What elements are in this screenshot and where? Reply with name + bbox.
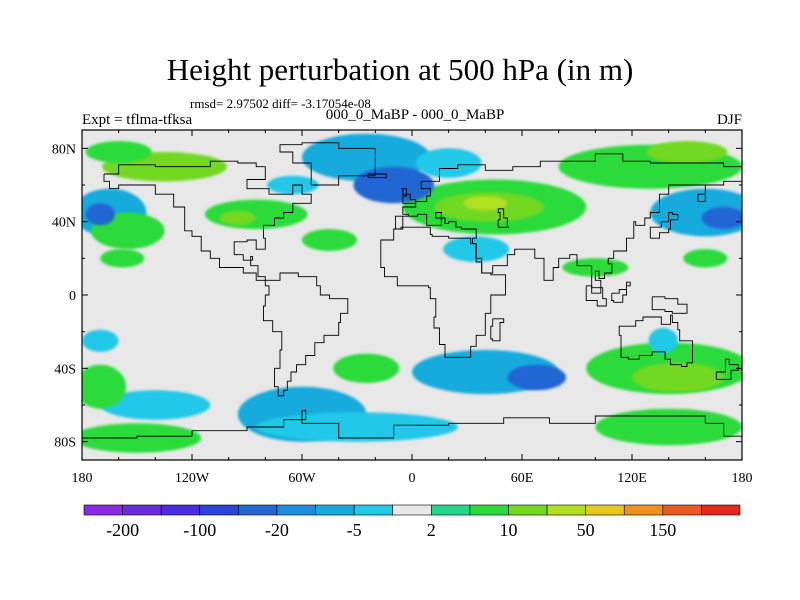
coastline-borneo	[611, 281, 631, 303]
contour-region	[82, 364, 126, 409]
x-tick-label: 120W	[175, 471, 210, 486]
colorbar: -200 -100 -20 -5 2 10 50 150	[83, 504, 741, 540]
axis-ticks: 180 120W 60W 0 60E 120E 180 80N 40N 0 40S 80S	[52, 130, 753, 486]
y-tick-label: 80S	[54, 436, 76, 451]
contour-region	[632, 362, 724, 393]
y-tick-label: 40N	[52, 216, 76, 231]
colorbar-swatch	[238, 504, 278, 516]
colorbar-swatch	[199, 504, 239, 516]
contour-region	[507, 364, 566, 391]
x-tick-label: 180	[732, 471, 753, 486]
colorbar-label: 10	[500, 520, 518, 540]
rmsd-diff-stats: rmsd= 2.97502 diff= -3.17054e-08	[190, 96, 371, 111]
coastline-north-america	[103, 160, 312, 281]
coastline-japan	[649, 212, 679, 239]
contour-region	[219, 210, 257, 226]
colorbar-label: -5	[347, 520, 362, 540]
colorbar-swatch	[315, 504, 355, 516]
coastline-antarctica	[82, 410, 742, 439]
colorbar-swatch	[623, 504, 664, 516]
colorbar-swatch	[392, 504, 432, 516]
coastline-australia	[618, 314, 693, 367]
experiment-label: Expt = tflma-tfksa	[82, 112, 193, 128]
contour-region	[595, 408, 742, 446]
colorbar-label: -100	[183, 520, 216, 540]
colorbar-swatch	[276, 504, 316, 516]
colorbar-label: -200	[106, 520, 139, 540]
contour-region	[85, 203, 116, 226]
coastline-africa	[380, 226, 506, 358]
y-tick-label: 0	[69, 289, 76, 304]
chart-title: Height perturbation at 500 hPa (in m)	[166, 52, 634, 87]
colorbar-label: 150	[649, 520, 676, 540]
colorbar-swatch	[430, 504, 471, 516]
colorbar-swatch	[662, 504, 702, 516]
x-tick-label: 120E	[617, 471, 647, 486]
colorbar-label: 50	[577, 520, 595, 540]
contour-region	[463, 196, 508, 211]
contour-region	[333, 353, 400, 383]
coastline-sumatra	[585, 285, 607, 307]
contour-region	[256, 412, 458, 442]
contour-region	[82, 329, 119, 352]
y-tick-label: 80N	[52, 142, 76, 157]
coastline-europe-asia	[393, 153, 742, 294]
colorbar-swatch	[83, 504, 123, 516]
x-tick-label: 60W	[288, 471, 316, 486]
colorbar-swatch	[122, 504, 162, 516]
coastline-new-guinea	[651, 296, 688, 314]
colorbar-label: 2	[427, 520, 436, 540]
colorbar-swatch	[508, 504, 548, 516]
contour-region	[683, 249, 728, 268]
map-plot-area	[81, 129, 743, 461]
x-tick-label: 0	[409, 471, 416, 486]
colorbar-swatch	[701, 504, 741, 516]
colorbar-swatch	[546, 504, 586, 516]
contour-region	[100, 249, 145, 268]
height-perturbation-field	[82, 133, 742, 453]
contour-region	[353, 166, 435, 204]
colorbar-swatch	[585, 504, 625, 516]
x-tick-label: 60E	[511, 471, 534, 486]
contour-region	[204, 199, 308, 229]
contour-region	[85, 141, 152, 163]
x-tick-label: 180	[72, 471, 93, 486]
case-comparison-label: 000_0_MaBP - 000_0_MaBP	[325, 107, 505, 123]
coastline-south-america	[263, 272, 349, 397]
coastlines	[82, 142, 742, 439]
colorbar-swatch	[353, 504, 394, 516]
colorbar-swatch	[469, 504, 509, 516]
y-tick-label: 40S	[54, 362, 76, 377]
contour-region	[646, 141, 728, 163]
coastline-greenland	[279, 142, 376, 186]
contour-region	[82, 423, 202, 453]
contour-region	[701, 207, 742, 229]
contour-region	[302, 229, 357, 251]
coastline-uk	[401, 188, 417, 204]
coastline-madagascar	[490, 318, 505, 342]
contour-region	[415, 148, 482, 178]
contour-region	[100, 390, 211, 420]
colorbar-label: -20	[265, 520, 289, 540]
coastline-iceland	[367, 173, 387, 179]
season-label: DJF	[716, 112, 742, 128]
contour-region	[648, 328, 678, 354]
colorbar-swatch	[160, 504, 201, 516]
coastline-caspian-sea	[497, 208, 510, 228]
coastline-new-zealand	[715, 358, 739, 380]
